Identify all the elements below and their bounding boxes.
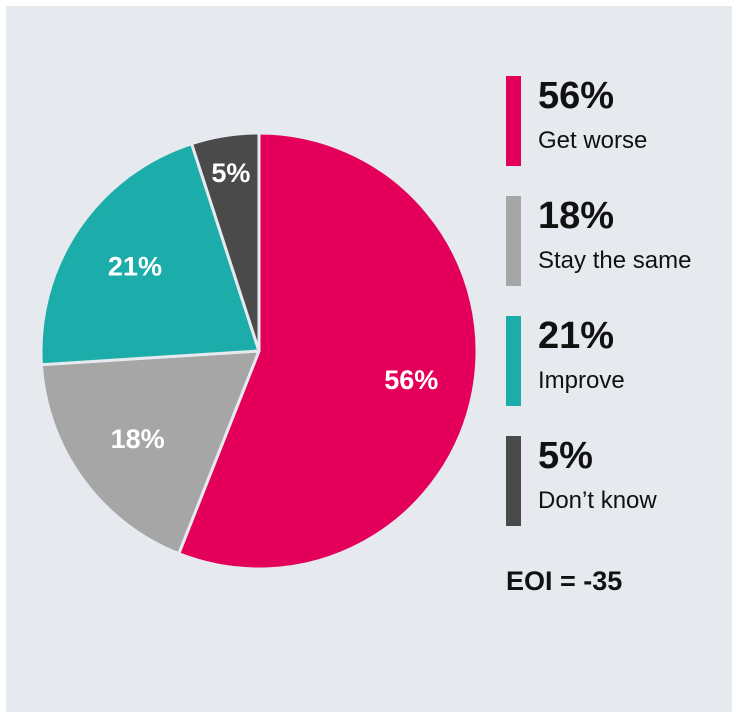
legend-percent-get-worse: 56% — [538, 75, 615, 117]
legend-swatch-get-worse — [506, 76, 521, 166]
eoi-annotation: EOI = -35 — [506, 566, 623, 596]
legend-label-stay-the-same: Stay the same — [538, 247, 692, 274]
pie-label-improve: 21% — [108, 252, 162, 282]
pie-chart: 56% 18% 21% 5% — [39, 131, 479, 571]
legend-percent-dont-know: 5% — [538, 435, 593, 477]
legend-swatch-dont-know — [506, 436, 521, 526]
pie-slice-stay-the-same — [39, 349, 261, 556]
pie-label-stay-the-same: 18% — [111, 424, 165, 454]
legend-label-dont-know: Don’t know — [538, 487, 657, 514]
pie-slice-improve — [39, 142, 261, 367]
legend-swatch-improve — [506, 316, 521, 406]
pie-slice-dont-know — [190, 131, 261, 353]
pie-label-dont-know: 5% — [211, 158, 250, 188]
legend-percent-stay-the-same: 18% — [538, 195, 615, 237]
legend-percent-improve: 21% — [538, 315, 615, 357]
pie-label-get-worse: 56% — [384, 365, 438, 395]
legend-swatch-stay-the-same — [506, 196, 521, 286]
legend-label-improve: Improve — [538, 367, 625, 394]
chart-panel: 56% 18% 21% 5% 56% Get worse 18% Stay the s… — [6, 6, 732, 712]
pie-slice-get-worse — [177, 131, 479, 571]
legend-label-get-worse: Get worse — [538, 127, 648, 154]
